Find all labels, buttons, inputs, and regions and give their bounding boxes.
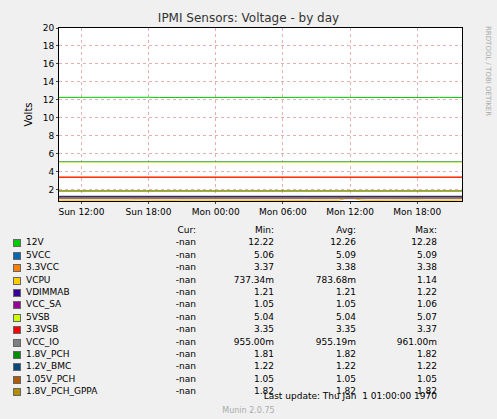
svg-text:Volts: Volts	[23, 102, 34, 126]
html-text:-nan: -nan	[175, 287, 196, 297]
html-text:3.37: 3.37	[417, 324, 437, 335]
html-text:5VSB: 5VSB	[26, 311, 50, 322]
svg-text:Mon 12:00: Mon 12:00	[326, 207, 374, 217]
html-text:Avg:: Avg:	[336, 225, 356, 235]
html-text:5.09: 5.09	[417, 249, 437, 260]
html-text:1.05: 1.05	[336, 373, 356, 384]
html-text:VCC_SA: VCC_SA	[26, 299, 62, 310]
html-text:VCC_IO: VCC_IO	[26, 336, 59, 347]
html-text:1.82: 1.82	[417, 386, 437, 397]
html-text:5.04: 5.04	[254, 311, 274, 322]
html-text:1.8V_PCH: 1.8V_PCH	[26, 349, 70, 359]
html-text:1.05: 1.05	[254, 373, 274, 384]
svg-text:2: 2	[48, 185, 54, 195]
html-text:783.68m: 783.68m	[315, 274, 356, 285]
html-text:1.82: 1.82	[254, 386, 274, 397]
html-text:RRDTOOL / TOBI OETIKER: RRDTOOL / TOBI OETIKER	[484, 26, 492, 117]
html-text:-nan: -nan	[175, 274, 196, 285]
html-text:-nan: -nan	[175, 262, 196, 273]
svg-text:IPMI Sensors: Voltage - by day: IPMI Sensors: Voltage - by day	[158, 11, 339, 25]
html-text:1.22: 1.22	[254, 361, 274, 372]
html-text:955.19m: 955.19m	[315, 336, 356, 347]
html-text:1.06: 1.06	[417, 299, 437, 310]
html-text:3.37: 3.37	[254, 262, 274, 273]
html-text:5.07: 5.07	[417, 311, 437, 322]
html-text:961.00m: 961.00m	[396, 336, 437, 347]
html-text:1.21: 1.21	[254, 287, 274, 297]
html-text:3.38: 3.38	[336, 262, 356, 273]
svg-text:12: 12	[43, 95, 54, 105]
html-text:3.35: 3.35	[336, 324, 356, 335]
html-text:1.82: 1.82	[336, 349, 356, 359]
html-text:Max:: Max:	[415, 225, 437, 235]
html-text:1.82: 1.82	[417, 349, 437, 359]
html-text:1.05V_PCH: 1.05V_PCH	[26, 373, 76, 384]
html-text:Last update: Thu Jan 1 01:00:0: Last update: Thu Jan 1 01:00:00 1970	[263, 391, 437, 401]
svg-text:10: 10	[43, 113, 55, 123]
html-text:-nan: -nan	[175, 324, 196, 335]
svg-text:Sun 12:00: Sun 12:00	[58, 207, 104, 217]
html-text:1.8V_PCH_GPPA: 1.8V_PCH_GPPA	[26, 386, 98, 397]
html-text:3.3VSB: 3.3VSB	[26, 324, 59, 335]
html-text:5.09: 5.09	[336, 249, 356, 260]
svg-text:14: 14	[43, 77, 55, 87]
html-text:3.38: 3.38	[417, 262, 437, 273]
svg-text:Sun 18:00: Sun 18:00	[126, 207, 172, 217]
html-text:3.35: 3.35	[254, 324, 274, 335]
html-text:5.04: 5.04	[336, 311, 356, 322]
html-text:5.06: 5.06	[254, 249, 274, 260]
html-text:1.05: 1.05	[336, 299, 356, 310]
html-text:VCPU: VCPU	[26, 274, 51, 285]
svg-text:20: 20	[43, 23, 55, 33]
html-text:12.28: 12.28	[411, 237, 437, 248]
html-text:1.22: 1.22	[336, 361, 356, 372]
html-text:1.81: 1.81	[254, 349, 274, 359]
html-text:-nan: -nan	[175, 249, 196, 260]
svg-text:18: 18	[43, 41, 55, 51]
html-text:12.26: 12.26	[330, 237, 356, 248]
html-text:-nan: -nan	[175, 299, 196, 310]
html-text:-nan: -nan	[175, 373, 196, 384]
html-text:1.21: 1.21	[336, 287, 356, 297]
html-text:-nan: -nan	[175, 336, 196, 347]
svg-text:Mon 00:00: Mon 00:00	[192, 207, 240, 217]
html-text:1.22: 1.22	[417, 361, 437, 372]
html-text:1.05: 1.05	[254, 299, 274, 310]
html-text:737.34m: 737.34m	[233, 274, 274, 285]
svg-text:Mon 06:00: Mon 06:00	[259, 207, 307, 217]
svg-text:8: 8	[48, 131, 54, 141]
html-text:-nan: -nan	[175, 311, 196, 322]
html-text:-nan: -nan	[175, 237, 196, 248]
html-text:12.22: 12.22	[248, 237, 274, 248]
html-text:1.14: 1.14	[417, 274, 437, 285]
svg-text:4: 4	[48, 167, 54, 177]
html-text:VDIMMAB: VDIMMAB	[26, 287, 70, 297]
html-text:3.3VCC: 3.3VCC	[26, 262, 59, 273]
html-text:-nan: -nan	[175, 349, 196, 359]
html-text:Min:: Min:	[255, 225, 274, 235]
html-text:-nan: -nan	[175, 386, 196, 397]
html-text:Cur:: Cur:	[177, 225, 196, 235]
html-text:955.00m: 955.00m	[233, 336, 274, 347]
html-text:Munin 2.0.75: Munin 2.0.75	[222, 406, 275, 415]
html-text:1.05: 1.05	[417, 373, 437, 384]
html-text:-nan: -nan	[175, 361, 196, 372]
html-text:1.82: 1.82	[336, 386, 356, 397]
html-text:1.2V_BMC: 1.2V_BMC	[26, 361, 72, 372]
svg-text:Mon 18:00: Mon 18:00	[393, 207, 441, 217]
svg-text:16: 16	[43, 59, 55, 69]
svg-text:6: 6	[48, 149, 54, 159]
html-text:1.22: 1.22	[417, 287, 437, 297]
html-text:5VCC: 5VCC	[26, 249, 51, 260]
html-text:12V: 12V	[26, 237, 44, 248]
